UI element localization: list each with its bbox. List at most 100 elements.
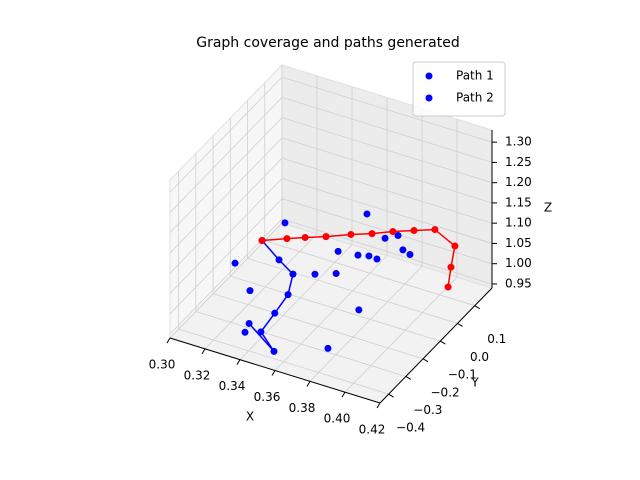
legend-marker (425, 94, 433, 102)
grid-line (264, 240, 475, 307)
path-marker (410, 226, 418, 234)
path-marker (322, 233, 330, 241)
point (363, 210, 371, 218)
tick-mark (201, 348, 206, 355)
point (406, 250, 414, 258)
tick-mark (457, 322, 463, 327)
path-marker (270, 347, 278, 355)
path-marker (447, 263, 455, 271)
point (355, 306, 363, 314)
path-marker (258, 237, 266, 245)
x-tick-label: 0.32 (184, 368, 211, 382)
x-tick-label: 0.36 (254, 390, 281, 404)
z-tick-label: 1.15 (505, 195, 532, 209)
grid-line (281, 97, 493, 163)
z-tick-label: 1.10 (505, 216, 532, 230)
grid-line (281, 157, 493, 224)
x-tick-label: 0.40 (324, 412, 351, 426)
grid-line (247, 258, 458, 324)
grid-line (169, 178, 283, 294)
y-tick-label: −0.4 (396, 421, 425, 435)
point (373, 255, 381, 263)
legend-label: Path 2 (456, 91, 494, 105)
tick-mark (388, 393, 394, 398)
path-marker (451, 242, 459, 250)
tick-mark (474, 305, 481, 310)
tick-mark (306, 381, 311, 387)
path-marker (284, 291, 292, 299)
point (354, 251, 362, 259)
z-tick-label: 1.30 (505, 135, 532, 149)
x-tick-label: 0.30 (149, 358, 176, 372)
x-axis-line (169, 337, 381, 404)
grid-line (212, 293, 424, 360)
grid-line (169, 76, 283, 193)
tick-mark (271, 370, 276, 376)
grid-line (274, 255, 388, 371)
point (241, 328, 249, 336)
tick-mark (236, 359, 241, 365)
legend: Path 1 Path 2 (412, 61, 506, 117)
tick-mark (440, 340, 446, 345)
tick-mark (166, 337, 171, 344)
y-tick-label: 0.0 (470, 350, 489, 364)
grid-line (169, 157, 283, 274)
grid-line (281, 137, 493, 204)
z-tick-label: 0.95 (505, 276, 532, 290)
point (334, 247, 342, 255)
grid-line (309, 266, 423, 382)
point (394, 231, 402, 239)
y-tick-label: −0.3 (413, 403, 442, 417)
point (381, 234, 389, 242)
chart-title: Graph coverage and paths generated (196, 35, 460, 51)
y-tick-label: −0.1 (448, 368, 477, 382)
z-axis-label: Z (544, 201, 552, 215)
y-axis-label: Y (470, 376, 479, 390)
grid-line (169, 137, 283, 254)
point (332, 270, 340, 278)
grid-line (281, 178, 493, 244)
point (399, 246, 407, 254)
grid-line (281, 76, 493, 143)
path-marker (257, 328, 265, 336)
point (324, 344, 332, 352)
path-marker (444, 283, 452, 291)
x-tick-label: 0.38 (289, 401, 316, 415)
grid-line (344, 276, 458, 393)
path-marker (283, 235, 291, 243)
legend-box (412, 61, 506, 117)
grid-line (239, 244, 353, 360)
path-marker (431, 226, 439, 234)
point (311, 270, 319, 278)
grid-line (281, 218, 493, 285)
z-tick-label: 1.00 (505, 256, 532, 270)
x-tick-label: 0.42 (359, 423, 386, 437)
grid-line (169, 117, 283, 233)
tick-mark (341, 391, 346, 398)
point (246, 287, 254, 295)
z-tick-label: 1.05 (505, 236, 532, 250)
path-marker (271, 309, 279, 317)
y-tick-label: 0.1 (487, 332, 506, 346)
point (365, 252, 373, 260)
legend-label: Path 1 (456, 69, 494, 83)
grid-line (169, 198, 283, 314)
grid-line (169, 97, 283, 213)
path-marker (368, 230, 376, 238)
tick-mark (405, 376, 412, 380)
y-tick-label: −0.2 (431, 385, 460, 399)
tick-mark (422, 358, 429, 363)
z-tick-label: 1.20 (505, 175, 532, 189)
x-tick-label: 0.34 (219, 379, 246, 393)
path-marker (275, 256, 283, 264)
path-marker (389, 228, 397, 236)
grid-line (178, 328, 389, 395)
path-marker (347, 230, 355, 238)
legend-marker (425, 72, 433, 80)
grid-line (281, 198, 493, 265)
z-tick-label: 1.25 (505, 155, 532, 169)
y-axis-line (379, 287, 493, 404)
path-marker (245, 319, 253, 327)
grid-line (230, 275, 441, 342)
